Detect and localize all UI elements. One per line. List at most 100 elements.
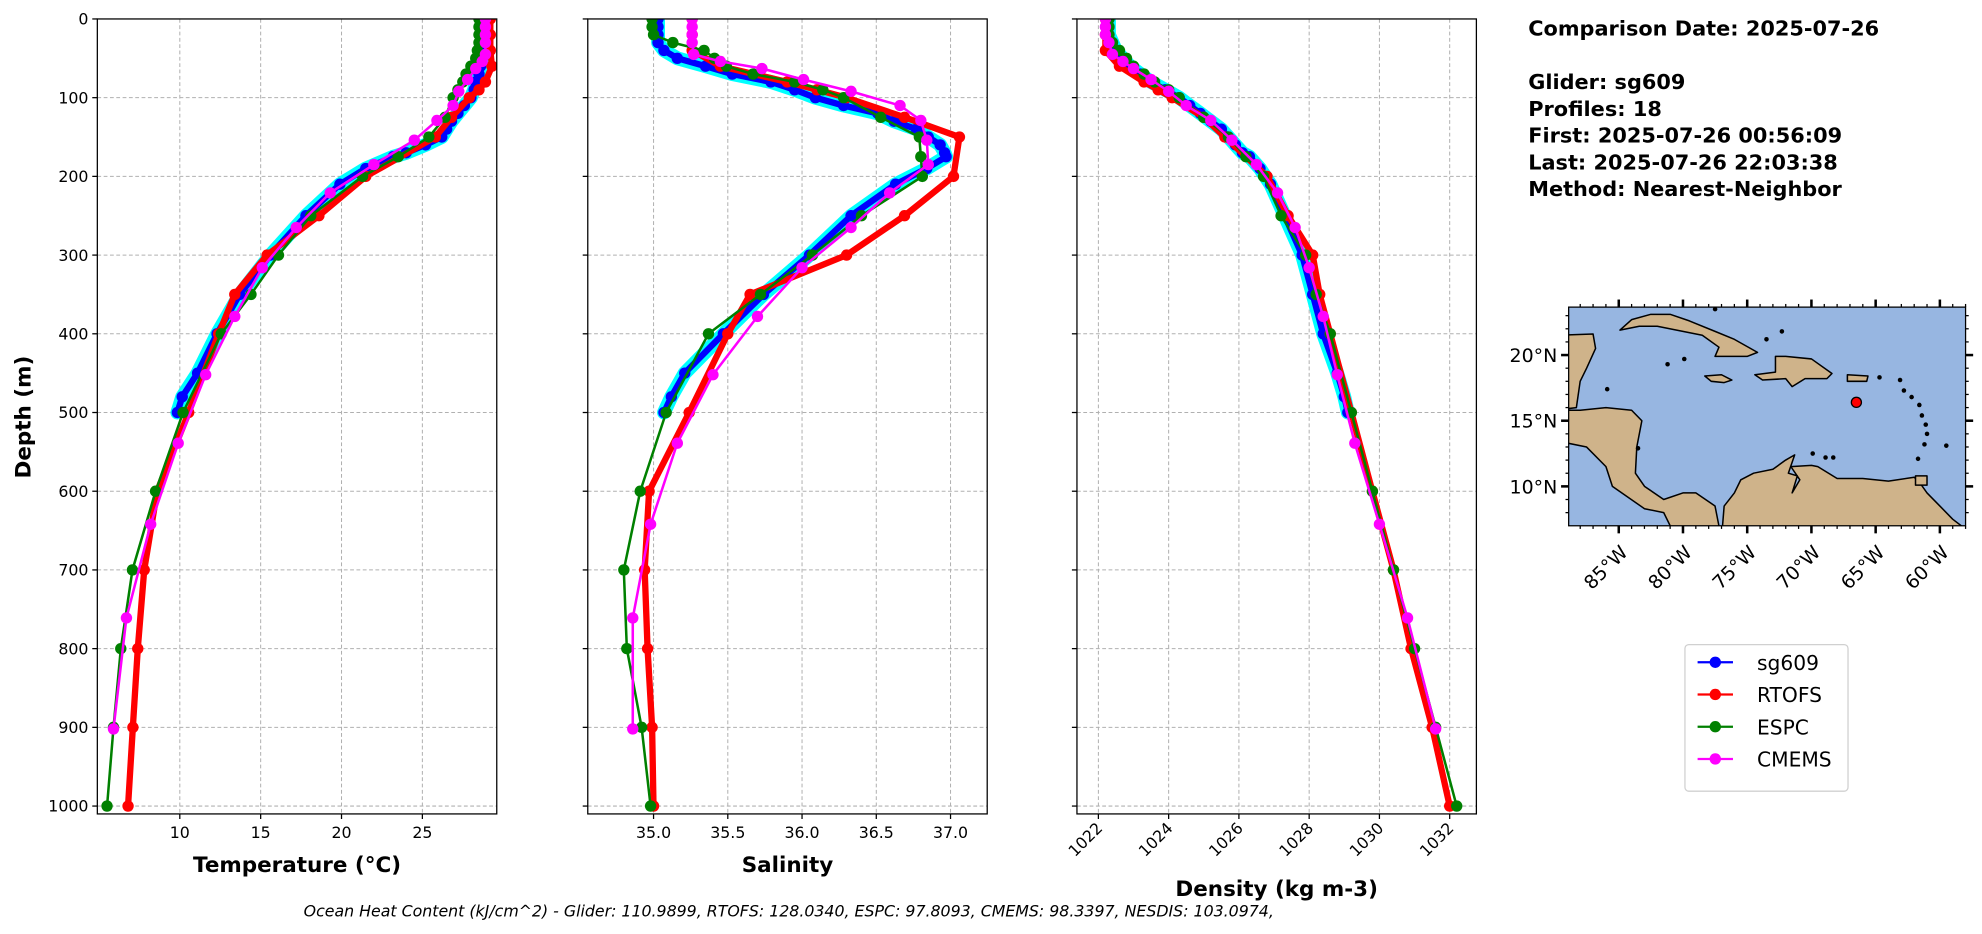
data-point-CMEMS [687, 48, 700, 61]
data-point-CMEMS [1106, 48, 1119, 61]
data-point-sg609 [658, 44, 670, 57]
data-point-ESPC [115, 642, 127, 655]
data-point-ESPC [101, 800, 113, 812]
data-point-CMEMS [1127, 62, 1140, 75]
legend-box [1684, 643, 1849, 792]
data-point-ESPC [305, 210, 317, 222]
data-point-RTOFS [132, 642, 144, 655]
x-tick-label: 36.5 [859, 823, 894, 842]
axes-frame [1076, 18, 1478, 815]
data-point-ESPC [667, 36, 679, 49]
data-point-sg609 [699, 60, 712, 72]
data-point-CMEMS [453, 85, 465, 98]
data-point-CMEMS [1205, 114, 1217, 127]
data-point-ESPC [660, 406, 672, 419]
data-point-CMEMS [107, 723, 120, 735]
data-point-ESPC [915, 151, 927, 163]
island [1810, 451, 1815, 456]
series-line-CMEMS [1104, 18, 1437, 730]
island [1764, 337, 1769, 342]
data-point-ESPC [916, 170, 929, 183]
series-line-RTOFS [1102, 18, 1453, 807]
legend-marker [1709, 753, 1721, 765]
data-point-CMEMS [1103, 36, 1115, 49]
data-point-CMEMS [671, 437, 684, 449]
data-point-ESPC [698, 44, 710, 57]
data-point-RTOFS [643, 485, 655, 497]
info-line: Glider: sg609 [1528, 70, 1685, 94]
x-tick-label: 1028 [1275, 818, 1317, 860]
y-tick-label: 500 [58, 403, 88, 422]
data-point-sg609 [888, 115, 900, 127]
island [1897, 377, 1903, 383]
data-point-CMEMS [751, 310, 764, 323]
x-axis-label: Temperature (°C) [193, 853, 401, 878]
data-point-RTOFS [947, 170, 960, 183]
data-point-CMEMS [921, 134, 933, 146]
data-point-CMEMS [1117, 55, 1129, 68]
data-point-ESPC [855, 210, 868, 222]
axes-frame [96, 18, 498, 815]
data-point-ESPC [149, 485, 162, 497]
data-point-CMEMS [324, 187, 336, 199]
data-point-CMEMS [1429, 723, 1442, 735]
data-point-CMEMS [845, 221, 857, 234]
y-axis-label: Depth (m) [11, 356, 36, 479]
island [1915, 456, 1921, 462]
data-point-RTOFS [486, 60, 497, 72]
panel-temperature: 0 100 200 300 400 500 600 700 800 900 1000 10 15 20 25… [11, 10, 498, 878]
x-tick-label: 35.0 [636, 823, 671, 842]
data-point-CMEMS [1303, 261, 1315, 274]
data-point-CMEMS [479, 21, 492, 33]
x-tick-label: 1022 [1064, 818, 1106, 860]
data-point-CMEMS [1250, 158, 1263, 171]
data-point-CMEMS [479, 36, 492, 49]
y-tick-label: 900 [58, 718, 88, 737]
data-point-ESPC [177, 406, 189, 419]
series-line-sg609 [174, 18, 488, 414]
data-point-RTOFS [463, 91, 475, 104]
x-tick-label: 35.5 [710, 823, 745, 842]
data-point-sg609 [176, 391, 188, 403]
lon-tick-label: 70°W [1773, 541, 1826, 594]
profile-panels: 0 100 200 300 400 500 600 700 800 900 1000 10 15 20 25… [11, 10, 1478, 902]
data-point-CMEMS [479, 29, 492, 41]
x-tick-label: 15 [251, 823, 271, 842]
island [1635, 446, 1641, 451]
data-point-RTOFS [122, 800, 134, 812]
data-point-RTOFS [479, 76, 492, 88]
lon-tick-label: 75°W [1708, 541, 1761, 594]
x-tick-label: 25 [412, 823, 432, 842]
data-point-RTOFS [473, 84, 485, 96]
y-tick-label: 700 [58, 561, 88, 580]
lat-tick-label: 20°N [1510, 345, 1558, 367]
data-point-CMEMS [431, 114, 443, 127]
data-point-RTOFS [138, 564, 150, 576]
data-point-CMEMS [461, 73, 474, 86]
data-point-CMEMS [256, 261, 268, 274]
legend-label: sg609 [1757, 651, 1819, 675]
data-point-RTOFS [229, 288, 241, 301]
data-point-ESPC [1240, 151, 1252, 163]
data-point-ESPC [635, 721, 648, 734]
info-line: Profiles: 18 [1528, 97, 1662, 121]
data-point-ESPC [392, 151, 404, 163]
series-layer [1099, 18, 1463, 812]
data-point-CMEMS [172, 437, 184, 449]
lat-tick-label: 10°N [1510, 476, 1558, 498]
y-tick-label: 100 [58, 88, 88, 107]
data-point-CMEMS [894, 99, 906, 112]
info-text-block: Comparison Date: 2025-07-26 Glider: sg609… [1528, 16, 1879, 201]
data-point-RTOFS [646, 721, 658, 734]
data-point-ESPC [702, 328, 715, 340]
x-axis-label: Salinity [742, 853, 834, 878]
data-point-CMEMS [627, 723, 639, 735]
data-point-CMEMS [368, 158, 380, 171]
y-tick-label: 0 [78, 10, 88, 29]
island [1830, 455, 1836, 460]
land-central-america [1568, 406, 1720, 526]
legend-marker [1709, 656, 1721, 668]
x-tick-label: 20 [331, 823, 351, 842]
data-point-CMEMS [447, 99, 459, 112]
